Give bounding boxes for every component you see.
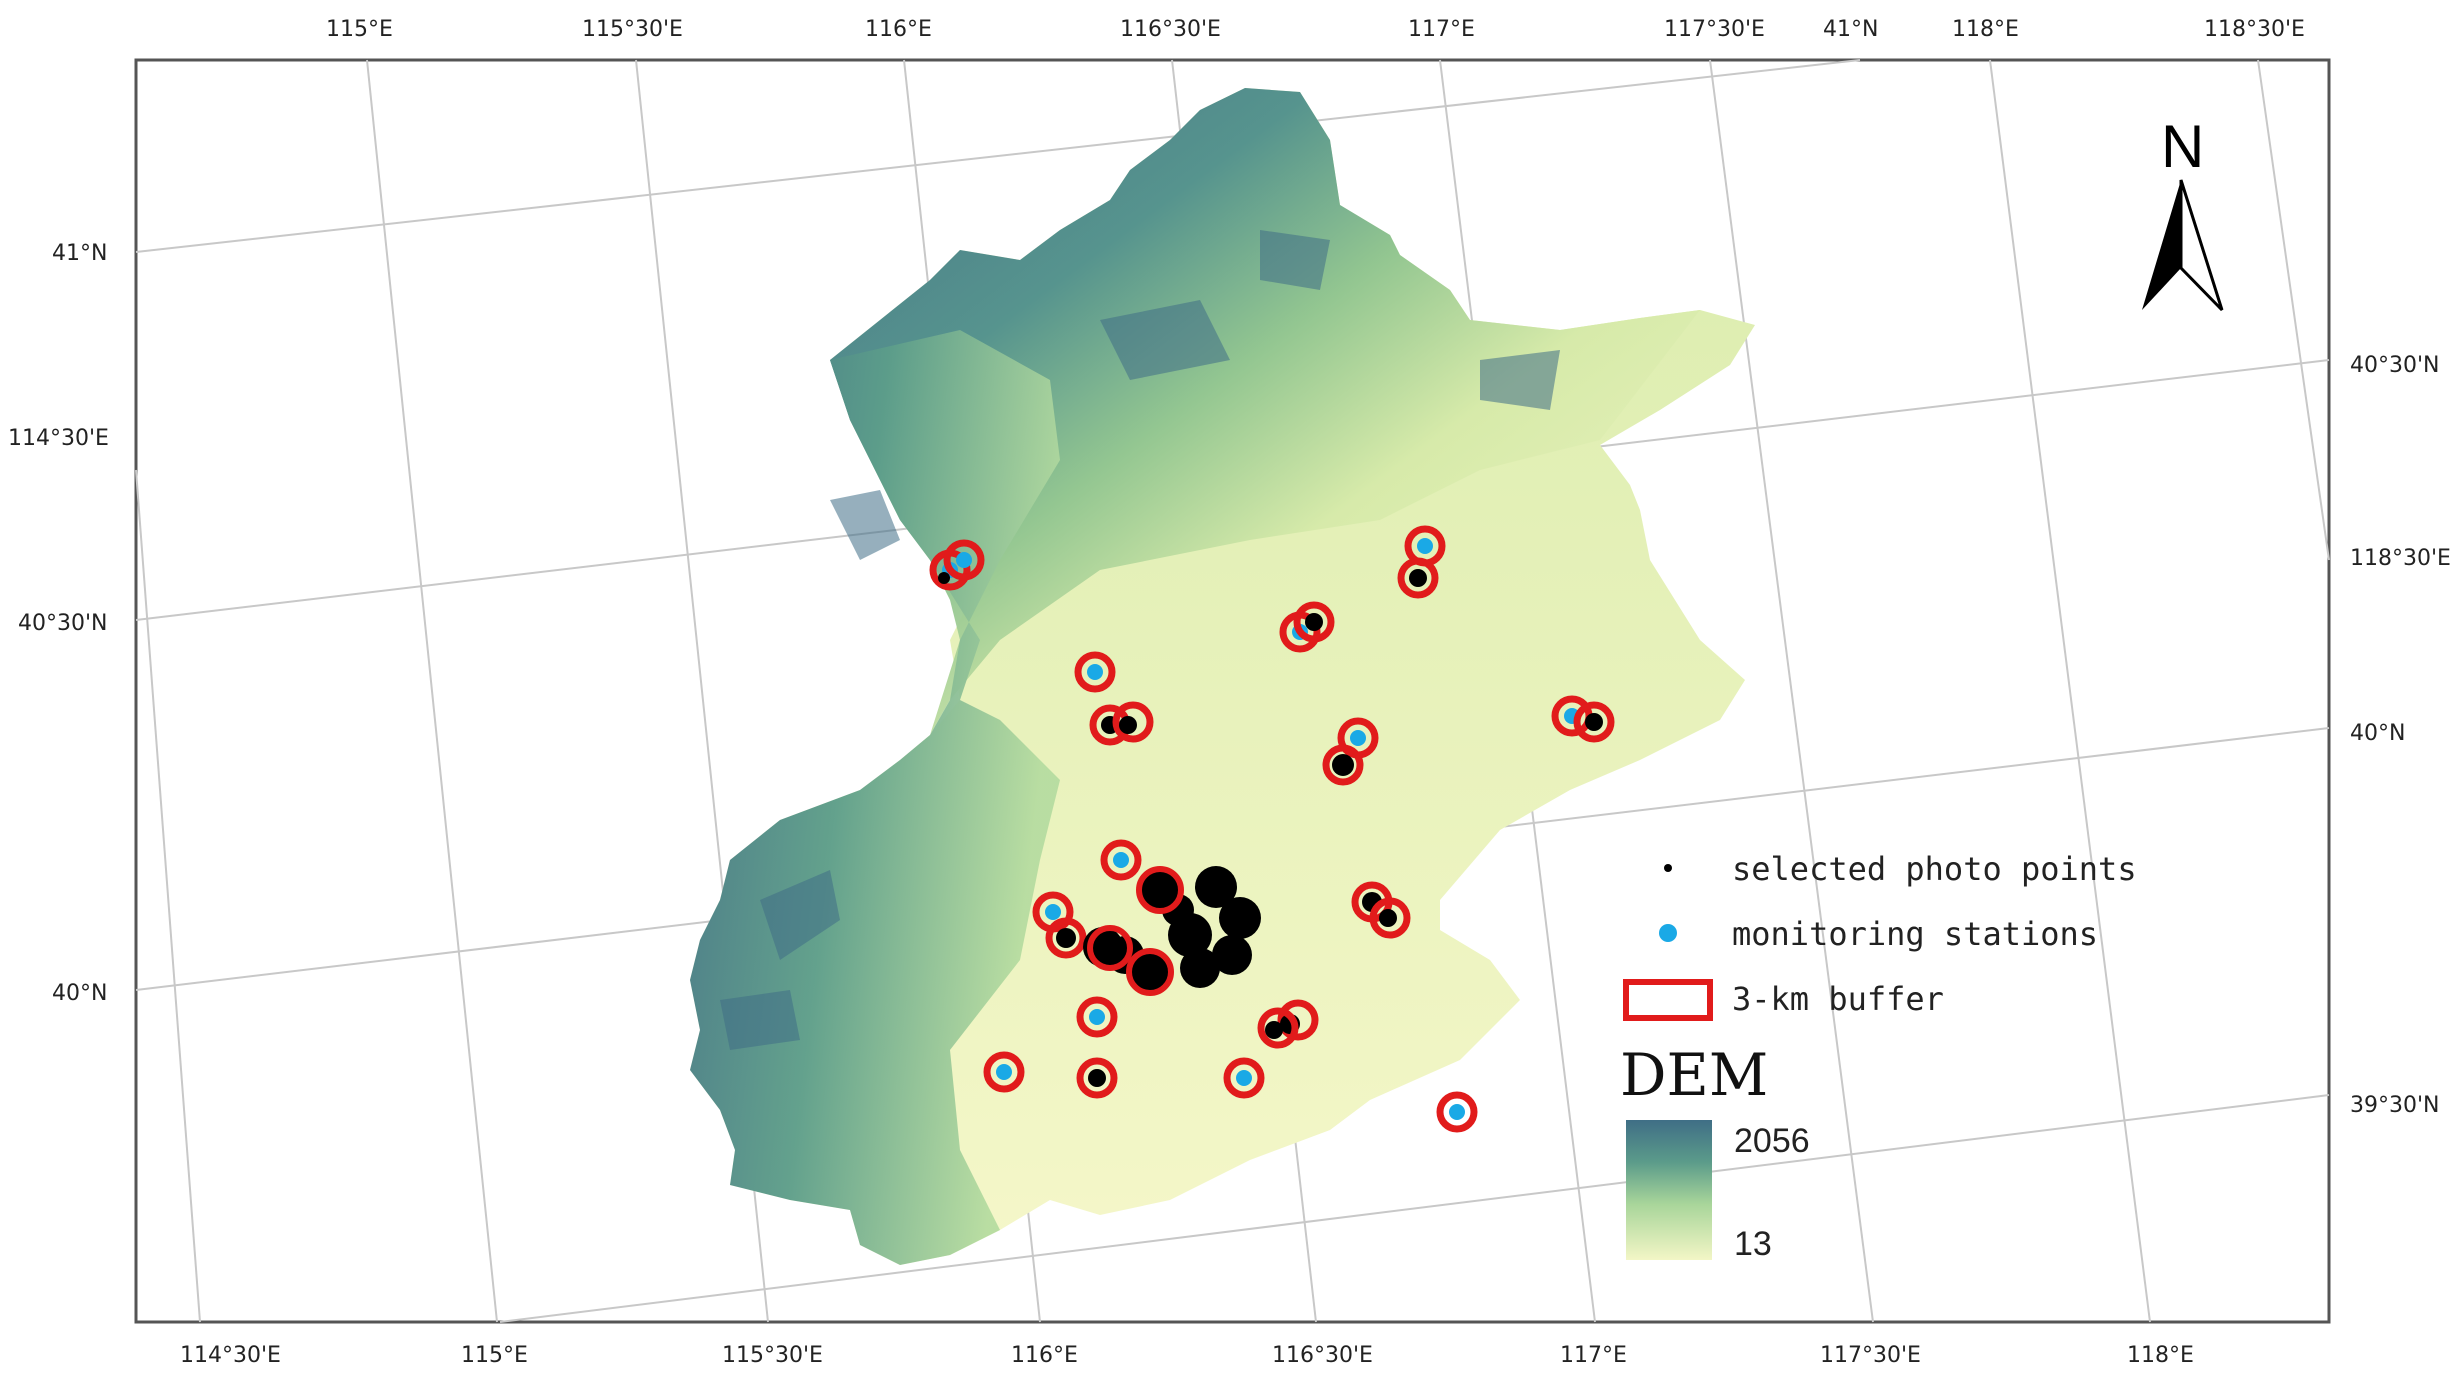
site: [1100, 839, 1142, 881]
left-label: 41°N: [52, 241, 107, 266]
legend-stations: monitoring stations: [1732, 915, 2098, 953]
top-label: 41°N: [1823, 17, 1878, 42]
site: [1074, 651, 1116, 693]
right-label: 39°30'N: [2350, 1093, 2440, 1118]
bottom-label: 117°E: [1560, 1343, 1627, 1368]
top-label: 115°30'E: [582, 17, 683, 42]
monitoring-sites: [929, 525, 1615, 1133]
site: [1223, 1057, 1265, 1099]
photo-point-symbol: [1664, 864, 1672, 872]
top-label: 116°E: [865, 17, 932, 42]
bottom-label: 116°E: [1011, 1343, 1078, 1368]
right-label: 40°N: [2350, 721, 2405, 746]
site: [1397, 557, 1439, 599]
legend-buffer: 3-km buffer: [1732, 980, 1944, 1018]
left-label: 40°N: [52, 981, 107, 1006]
left-label: 40°30'N: [18, 611, 108, 636]
left-edge-labels: 41°N 114°30'E 40°30'N 40°N: [8, 241, 109, 1006]
site: [1045, 917, 1087, 959]
north-arrow-icon-outline: [2179, 179, 2224, 312]
bottom-label: 116°30'E: [1272, 1343, 1373, 1368]
graticule: [135, 59, 2330, 1323]
site: [1322, 744, 1364, 786]
right-edge-labels: 40°30'N 118°30'E 40°N 39°30'N: [2350, 353, 2451, 1118]
top-label: 117°E: [1408, 17, 1475, 42]
bottom-edge-labels: 114°30'E 115°E 115°30'E 116°E 116°30'E 1…: [180, 1343, 2194, 1368]
north-arrow: N: [2142, 113, 2224, 312]
site: [1436, 1091, 1478, 1133]
bottom-label: 115°30'E: [722, 1343, 823, 1368]
site: [1112, 701, 1154, 743]
dem-color-ramp: [1626, 1120, 1712, 1260]
left-label: 114°30'E: [8, 426, 109, 451]
top-label: 115°E: [326, 17, 393, 42]
top-label: 118°E: [1952, 17, 2019, 42]
dem-max: 2056: [1734, 1122, 1810, 1160]
legend: selected photo points monitoring station…: [1620, 850, 2137, 1263]
site: [1076, 996, 1118, 1038]
site: [943, 539, 985, 581]
site: [1257, 1007, 1299, 1049]
top-label: 117°30'E: [1664, 17, 1765, 42]
station-symbol: [1659, 924, 1677, 942]
site: [983, 1051, 1025, 1093]
bottom-label: 118°E: [2127, 1343, 2194, 1368]
top-label: 118°30'E: [2204, 17, 2305, 42]
bottom-label: 115°E: [461, 1343, 528, 1368]
buffer-symbol: [1623, 979, 1713, 1021]
right-label: 118°30'E: [2350, 546, 2451, 571]
top-label: 116°30'E: [1120, 17, 1221, 42]
site: [1076, 1057, 1118, 1099]
site: [1293, 601, 1335, 643]
dem-title: DEM: [1620, 1041, 1768, 1109]
bottom-label: 117°30'E: [1820, 1343, 1921, 1368]
legend-photo-points: selected photo points: [1732, 850, 2137, 888]
top-edge-labels: 115°E 115°30'E 116°E 116°30'E 117°E 117°…: [326, 17, 2305, 42]
site: [1573, 701, 1615, 743]
north-arrow-letter: N: [2161, 113, 2204, 180]
site: [1369, 897, 1411, 939]
right-label: 40°30'N: [2350, 353, 2440, 378]
north-arrow-icon: [2142, 180, 2181, 310]
dem-min: 13: [1734, 1225, 1772, 1263]
northern-mountains: [830, 88, 1700, 735]
urban-buffers: [1087, 866, 1184, 996]
bottom-label: 114°30'E: [180, 1343, 281, 1368]
